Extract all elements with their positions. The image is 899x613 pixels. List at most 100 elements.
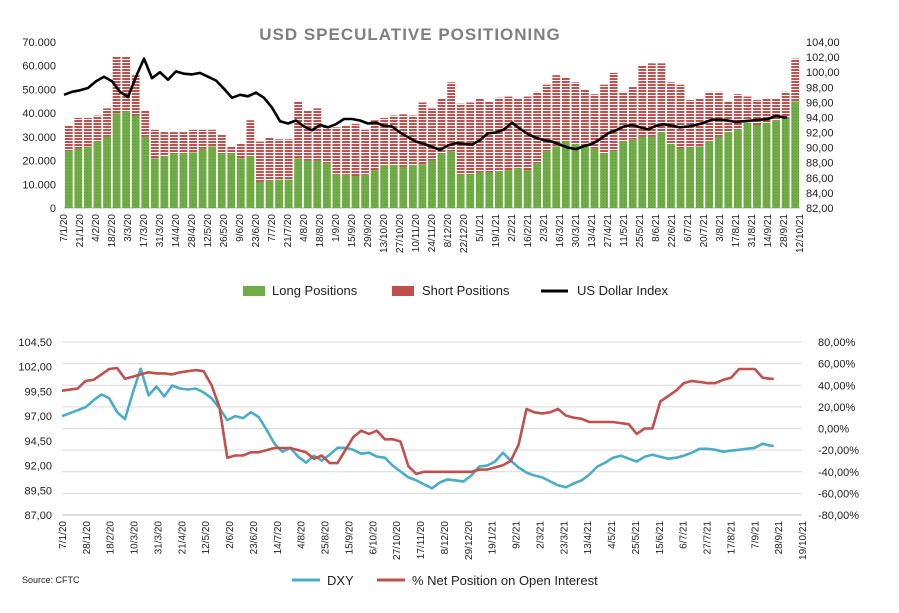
x-axis-tick: 21/4/20 [177,521,188,555]
long-bar [571,143,580,208]
x-axis-tick: 12/10/21 [795,214,806,253]
short-bar [447,82,456,152]
source-note: Source: CFTC [22,575,80,585]
short-bar [64,125,73,152]
x-axis-tick: 25/5/21 [635,214,646,248]
short-bar [150,129,159,159]
short-bar [189,129,197,153]
short-bar [475,98,484,173]
x-axis-tick: 7/1/20 [58,521,69,549]
short-bar [389,115,398,166]
short-bar [361,129,370,175]
long-bar [189,152,197,208]
short-bar [733,94,742,130]
long-bar [628,139,637,208]
short-bar [141,110,150,137]
long-bar [657,132,666,208]
long-bar [504,170,513,208]
long-bar [561,141,570,208]
x-axis-tick: 4/8/20 [297,521,308,549]
x-axis-tick: 7/7/20 [267,214,278,242]
long-bar [74,148,83,208]
short-bar [370,120,379,171]
long-bar [609,151,618,208]
long-bar [676,148,685,208]
short-bar [590,94,599,149]
long-bar [523,170,532,208]
long-bar [428,160,436,208]
right-axis-tick: 98,00 [806,82,834,94]
short-bar [170,132,178,154]
x-axis-tick: 27/4/21 [603,214,614,248]
short-bar [198,129,207,149]
right-axis-tick: 82,00 [806,203,834,215]
short-bar [294,101,303,159]
usd-positioning-chart: USD SPECULATIVE POSITIONING 0 10.000 20.00… [22,25,839,298]
short-bar [657,63,666,133]
long-bar [141,136,150,208]
x-axis-tick: 15/6/21 [655,521,666,555]
long-bar [389,165,398,208]
x-axis-tick: 27/10/20 [392,521,403,560]
short-bar [418,102,427,165]
long-bar [170,153,178,208]
long-bar [313,160,322,208]
long-bar [418,164,427,208]
left-axis-tick: 0 [50,203,56,215]
x-axis-tick: 28/4/20 [187,214,198,248]
long-bar [772,120,781,208]
short-bar [332,127,341,175]
x-axis-tick: 7/9/21 [750,521,761,549]
net-position-line [61,366,774,476]
legend-short-label: Short Positions [422,283,510,298]
left-axis-tick: 104,50 [18,337,52,349]
x-axis-tick: 6/7/21 [683,214,694,242]
right-axis-tick: -40,00% [818,467,859,479]
x-axis-tick: 27/7/21 [703,521,714,555]
short-bar [399,114,408,167]
short-bar [93,115,102,142]
x-axis-tick: 21/7/20 [283,214,294,248]
long-bar [408,165,417,208]
long-bar [581,146,589,208]
x-axis-tick: 19/1/21 [488,521,499,555]
dxy-net-position-chart: 87,00 89,50 92,00 94,50 97,00 99,50 102,00 104,… [18,337,859,588]
long-bar [322,162,331,208]
short-bar [504,96,513,171]
right-axis-tick: 84,00 [806,188,834,200]
short-bar [705,91,714,142]
long-bar [342,174,350,208]
short-bar [208,129,217,147]
x-axis-tick: 18/8/20 [315,214,326,248]
right-axis-tick: 20,00% [818,402,856,414]
right-axis-tick: 0,00% [818,424,849,436]
x-axis-tick: 26/5/20 [219,214,230,248]
short-bar [322,125,331,163]
long-bar [294,158,303,208]
right-axis-tick: 40,00% [818,380,856,392]
x-axis-tick: 8/12/20 [440,521,451,555]
x-axis-tick: 24/11/20 [427,214,438,253]
x-axis-tick: 15/9/20 [347,214,358,248]
x-axis-tick: 17/8/21 [726,521,737,555]
short-bar [351,123,360,176]
left-axis-tick: 40.000 [22,108,56,120]
left-axis-tick: 94,50 [24,436,52,448]
short-bar [74,117,83,149]
long-bar [370,170,379,208]
x-axis-tick: 14/4/20 [171,214,182,248]
long-bar [246,155,255,208]
x-axis-tick: 29/9/20 [363,214,374,248]
long-bar [103,136,111,208]
long-bar [724,132,733,208]
short-bar [724,101,733,133]
x-axis-tick: 17/8/21 [731,214,742,248]
long-bar [456,174,465,208]
right-axis-tick: 96,00 [806,97,834,109]
short-bar [303,110,312,161]
x-axis-tick: 13/4/21 [583,521,594,555]
short-bar [743,96,752,123]
short-bar [437,98,446,154]
x-axis-tick: 23/3/21 [559,521,570,555]
x-axis-tick: 6/7/21 [679,521,690,549]
